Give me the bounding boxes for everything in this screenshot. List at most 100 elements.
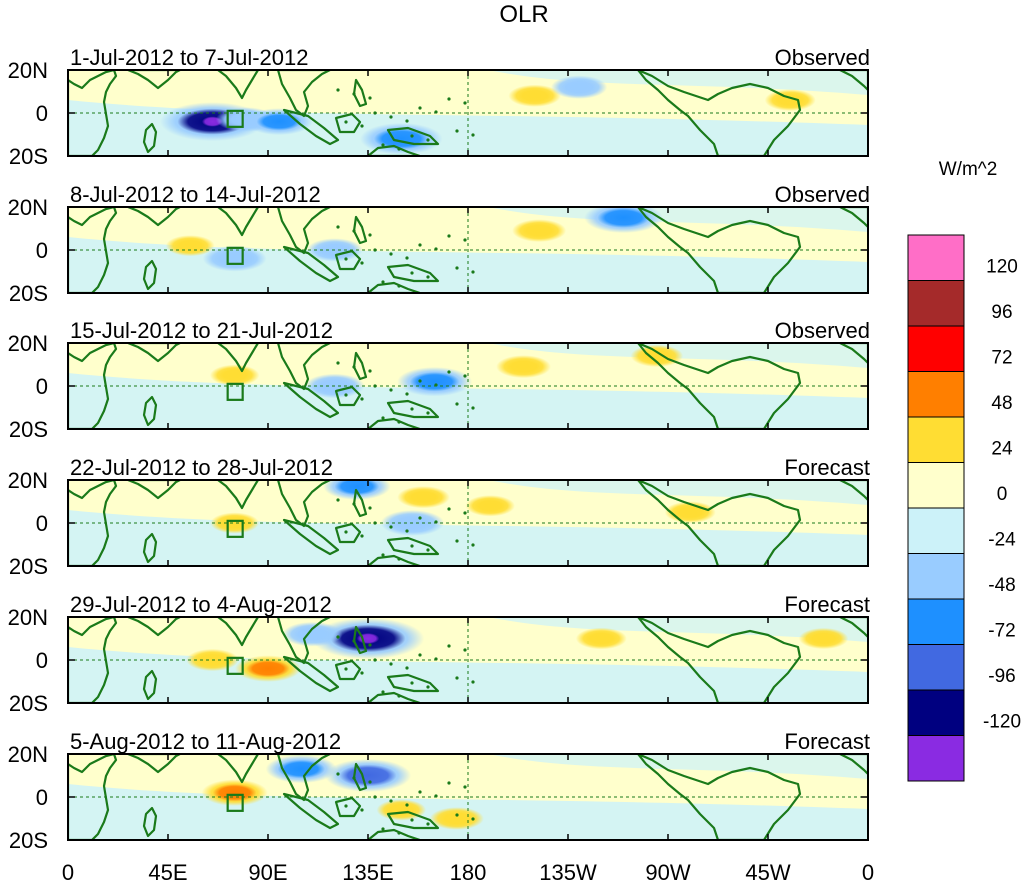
anomaly-mark	[560, 79, 598, 95]
x-tick-label: 0	[62, 860, 74, 885]
anomaly-mark	[292, 626, 333, 643]
y-tick-label: 20S	[9, 281, 48, 306]
colorbar-swatch	[907, 553, 965, 600]
map-panel-1: 20N 0 20S 1-Jul-2012 to 7-Jul-2012 Observed	[8, 45, 870, 169]
anomaly-mark	[597, 207, 650, 228]
colorbar-label: 72	[991, 348, 1012, 369]
map-panel-2: 20N 0 20S 8-Jul-2012 to 14-Jul-2012 Observed	[8, 182, 870, 306]
panel-type: Forecast	[784, 455, 870, 480]
colorbar-label: 96	[991, 302, 1012, 323]
y-tick-label: 20S	[9, 144, 48, 169]
anomaly-mark	[584, 631, 619, 646]
anomaly-mark	[505, 359, 542, 375]
y-tick-label: 0	[36, 374, 48, 399]
colorbar-swatch	[907, 507, 965, 554]
colorbar-swatch	[907, 689, 965, 736]
anomaly-mark	[517, 88, 553, 104]
y-tick-label: 20N	[8, 605, 48, 630]
x-tick-label: 180	[450, 860, 487, 885]
colorbar-swatch	[907, 735, 965, 782]
x-tick-label: 90W	[645, 860, 690, 885]
coastlines	[68, 70, 868, 156]
anomaly-mark	[212, 783, 257, 802]
colorbar-label: 24	[991, 439, 1013, 460]
y-tick-label: 0	[36, 238, 48, 263]
y-tick-label: 20N	[8, 468, 48, 493]
panel-date-range: 22-Jul-2012 to 28-Jul-2012	[70, 455, 333, 480]
y-tick-label: 20N	[8, 195, 48, 220]
colorbar-swatch	[907, 371, 965, 418]
index-box	[226, 656, 244, 675]
x-tick-label: 90E	[248, 860, 287, 885]
x-tick-label: 0	[862, 860, 874, 885]
panel-type: Forecast	[784, 729, 870, 754]
anomaly-mark	[807, 631, 841, 646]
index-box	[226, 109, 244, 128]
x-tick-label: 135W	[539, 860, 597, 885]
anomaly-mark	[339, 764, 397, 787]
anomaly-mark	[256, 112, 302, 131]
anomaly-mark	[639, 348, 675, 364]
panel-date-range: 15-Jul-2012 to 21-Jul-2012	[70, 318, 333, 343]
colorbar-label: -24	[988, 530, 1016, 551]
y-tick-label: 20S	[9, 691, 48, 716]
y-tick-label: 20S	[9, 828, 48, 853]
y-tick-label: 20N	[8, 331, 48, 356]
map-panel-4: 20N 0 20S 22-Jul-2012 to 28-Jul-2012 Forecas…	[8, 455, 870, 579]
y-tick-label: 0	[36, 785, 48, 810]
y-tick-label: 0	[36, 101, 48, 126]
index-box	[226, 382, 244, 401]
anomaly-mark	[521, 223, 558, 239]
colorbar-swatch	[907, 462, 965, 509]
panel-date-range: 29-Jul-2012 to 4-Aug-2012	[70, 592, 332, 617]
coastlines	[68, 207, 868, 293]
anomaly-mark	[173, 238, 207, 253]
y-tick-label: 0	[36, 648, 48, 673]
index-box	[226, 793, 244, 812]
coastlines	[68, 343, 868, 429]
colorbar-label: -96	[988, 666, 1015, 687]
index-box	[226, 246, 244, 265]
anomaly-mark	[218, 516, 251, 530]
anomaly-mark	[473, 498, 507, 513]
index-box	[226, 519, 244, 538]
y-tick-label: 20N	[8, 58, 48, 83]
panel-type: Observed	[775, 318, 870, 343]
map-panel-6: 20N 0 20S 5-Aug-2012 to 11-Aug-2012 Forecast	[8, 729, 870, 853]
anomaly-mark	[673, 505, 708, 520]
panel-date-range: 1-Jul-2012 to 7-Jul-2012	[70, 45, 308, 70]
colorbar-swatch	[907, 325, 965, 372]
y-tick-label: 20S	[9, 417, 48, 442]
colorbar-swatch	[907, 280, 965, 327]
colorbar-label: 120	[986, 257, 1018, 278]
anomaly-mark	[773, 92, 808, 108]
panel-date-range: 5-Aug-2012 to 11-Aug-2012	[70, 729, 341, 754]
colorbar-label: 0	[997, 484, 1008, 505]
anomaly-mark	[218, 368, 252, 383]
map-panel-3: 20N 0 20S 15-Jul-2012 to 21-Jul-2012 Observe…	[8, 318, 870, 442]
x-axis: 0 45E 90E 135E 180 135W 90W 45W 0	[62, 860, 874, 885]
colorbar-label: -120	[983, 712, 1021, 733]
colorbar-swatch	[907, 416, 965, 463]
colorbar-label: -48	[988, 575, 1015, 596]
anomaly-mark	[438, 810, 475, 827]
x-tick-label: 135E	[342, 860, 393, 885]
y-tick-label: 0	[36, 511, 48, 536]
y-tick-label: 20S	[9, 554, 48, 579]
panel-type: Observed	[775, 182, 870, 207]
panel-type: Observed	[775, 45, 870, 70]
x-tick-label: 45W	[745, 860, 790, 885]
coastlines	[68, 754, 868, 840]
coastlines	[68, 617, 868, 703]
anomaly-mark	[406, 489, 442, 505]
coastlines	[68, 480, 868, 566]
colorbar-swatch	[907, 234, 965, 281]
colorbar: W/m^2 120 96 72 48 24 0 -24 -48 -72 -96 -120	[907, 159, 1021, 782]
anomaly-mark	[409, 371, 460, 392]
map-panel-5: 20N 0 20S 29-Jul-2012 to 4-Aug-2012 Forecast	[8, 592, 870, 716]
colorbar-swatch	[907, 598, 965, 645]
x-tick-label: 45E	[148, 860, 187, 885]
figure-title: OLR	[499, 1, 548, 28]
